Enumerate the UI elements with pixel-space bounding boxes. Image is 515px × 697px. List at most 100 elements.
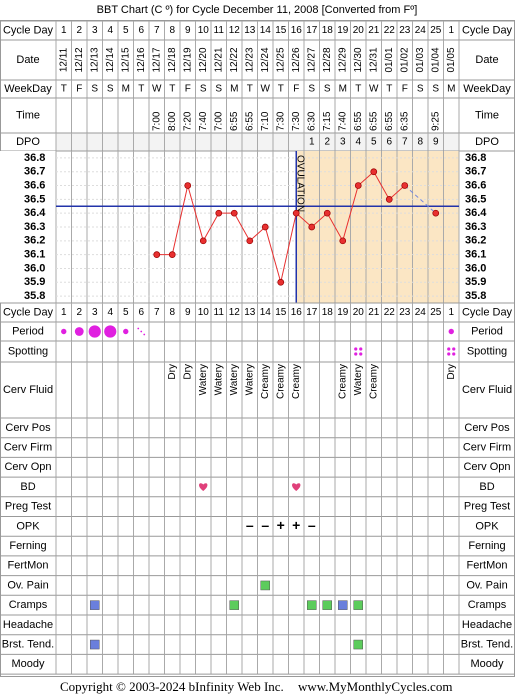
cycle-day-label: 1 [61,25,67,36]
time-label: 8:00 [167,111,178,131]
cycle-day-label: 7 [154,307,160,318]
weekday-label: T [61,84,67,95]
cycle-day-label: 21 [368,25,380,36]
cycle-day-label: 9 [185,25,191,36]
row-label: BD [479,481,494,493]
time-label: 7:30 [291,111,302,131]
y-tick-label: 36.5 [24,193,45,205]
row-label: Cycle Day [3,306,54,318]
weekday-label: M [447,84,455,95]
weekday-label: S [200,84,207,95]
speck [359,352,363,356]
speck [359,347,363,351]
cycle-day-label: 5 [123,25,129,36]
y-tick-label: 36.1 [24,249,45,261]
period-dot [123,328,129,335]
weekday-label: M [339,84,347,95]
weekday-label: T [278,84,284,95]
temperature-point [230,209,238,217]
row-label: Cerv Pos [5,422,51,434]
period-dot [104,325,117,338]
tick-column [0,151,56,303]
dpo-label: 5 [371,137,377,148]
symptom-square [353,639,363,650]
ovulation-label: OVULATION [295,155,306,212]
cycle-day-label: 10 [198,25,210,36]
cycle-day-label: 12 [229,25,241,36]
cycle-day-label: 20 [353,25,365,36]
temperature-point [153,251,161,258]
date-label: 12/26 [291,47,302,72]
cycle-day-label: 2 [76,307,82,318]
cycle-day-label: 19 [337,25,349,36]
cycle-day-label: 1 [448,307,454,318]
weekday-label: T [355,84,361,95]
temperature-point [401,182,409,189]
cerv-fluid-label: Dry [182,364,193,380]
cerv-fluid-label: Creamy [291,364,302,399]
cycle-day-label: 7 [154,25,160,36]
cycle-day-label: 13 [244,307,256,318]
spotting-mark [354,347,363,356]
cycle-day-label: 6 [138,307,144,318]
opk-symbol: + [292,517,300,533]
date-label: 12/12 [74,47,85,72]
y-tick-label: 36.7 [465,166,486,178]
cerv-fluid-label: Creamy [275,364,286,399]
temperature-point [215,209,223,217]
row-label: DPO [475,136,499,148]
dpo-label: 2 [324,137,330,148]
copyright: Copyright © 2003-2024 bInfinity Web Inc. [60,679,284,694]
row-label: Date [16,54,39,66]
y-tick-label: 36.0 [465,262,486,274]
date-label: 01/02 [399,47,410,72]
cycle-day-label: 22 [384,307,396,318]
row-label: Time [16,109,40,121]
speck [140,330,143,333]
symptom-square [229,600,239,610]
weekday-label: S [432,84,439,95]
symptom-square [90,639,100,650]
y-tick-label: 35.8 [24,290,45,302]
y-tick-label: 35.9 [24,276,45,288]
temperature-point [261,223,269,231]
y-tick-label: 36.4 [24,207,46,219]
symptom-square [307,600,317,610]
cycle-day-label: 18 [322,25,334,36]
time-label: 7:00 [213,111,224,131]
date-label: 01/05 [446,47,457,72]
date-label: 12/19 [182,47,193,72]
cycle-day-label: 2 [76,25,82,36]
y-tick-label: 36.2 [465,235,486,247]
dpo-label: 9 [433,137,439,148]
time-label: 9:25 [430,111,441,131]
period-dot [448,328,454,335]
row-label: Cerv Opn [4,461,51,473]
date-label: 12/31 [368,47,379,72]
cycle-day-label: 3 [92,25,98,36]
symptom-square [90,600,100,610]
y-tick-label: 36.6 [24,179,45,191]
temperature-point [199,237,207,245]
row-label: Date [475,54,498,66]
opk-symbol: – [308,517,316,533]
date-label: 01/03 [415,47,426,72]
cycle-day-label: 21 [368,307,380,318]
weekday-label: S [417,84,424,95]
cycle-day-label: 18 [322,307,334,318]
weekday-label: F [185,84,191,95]
period-dot [74,327,84,336]
cerv-fluid-label: Watery [353,364,364,395]
speck [143,333,146,336]
date-label: 12/22 [229,47,240,72]
date-label: 12/14 [105,47,116,72]
temperature-point [246,237,254,245]
cerv-fluid-label: Creamy [260,364,271,399]
cycle-day-label: 13 [244,25,256,36]
row-label: Spotting [8,345,48,357]
time-label: 7:40 [337,111,348,131]
weekday-label: T [386,84,392,95]
row-label: Cycle Day [3,24,54,36]
y-tick-label: 36.6 [465,179,486,191]
